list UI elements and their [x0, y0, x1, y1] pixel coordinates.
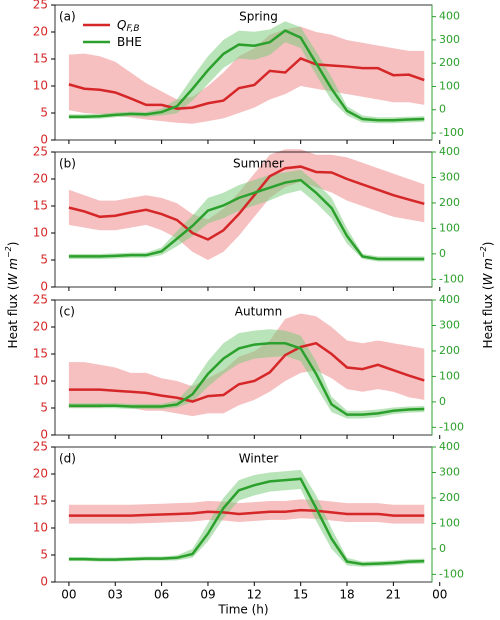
y-tick-label: 20	[33, 467, 48, 481]
y-tick-label: 15	[33, 494, 48, 508]
panel-label: (c)	[59, 305, 75, 319]
y2-tick-label: -100	[439, 126, 464, 139]
y2-tick-label: -100	[439, 420, 464, 433]
panel-label: (b)	[59, 157, 76, 171]
axis-label-part: Heat flux (	[481, 285, 495, 348]
axis-label-part: )	[481, 242, 495, 247]
y2-tick-label: 300	[439, 465, 460, 478]
band	[68, 169, 425, 262]
x-tick-label: 03	[108, 588, 123, 602]
y-tick-label: 5	[40, 253, 48, 267]
y2-tick-label: 0	[439, 542, 446, 555]
y2-tick-label: 400	[439, 293, 460, 306]
series-line	[68, 29, 425, 122]
x-axis-label: Time (h)	[217, 603, 268, 617]
y-tick-label: 10	[33, 521, 48, 535]
series-line	[68, 508, 425, 517]
axis-label-part: W m	[6, 258, 20, 285]
axis-label: Heat flux (W m−2)	[4, 242, 20, 349]
band	[68, 21, 425, 124]
legend-name-sub: F,B	[126, 24, 139, 34]
legend-label: QF,B	[117, 18, 140, 34]
y-tick-label: 5	[40, 401, 48, 415]
y-tick-label: 0	[40, 428, 48, 442]
legend-label: BHE	[117, 35, 142, 49]
y2-tick-label: 200	[439, 491, 460, 504]
axis-label-part: )	[6, 242, 20, 247]
y-tick-label: 0	[40, 133, 48, 147]
band	[68, 499, 425, 524]
axis-label-part: Heat flux (	[6, 285, 20, 348]
y2-tick-label: 400	[439, 145, 460, 158]
y-tick-label: 0	[40, 280, 48, 294]
y-tick-label: 10	[33, 226, 48, 240]
y-tick-label: 15	[33, 52, 48, 66]
y2-tick-label: 100	[439, 369, 460, 382]
band	[68, 26, 425, 124]
panel-title: Autumn	[235, 305, 282, 319]
y2-tick-label: 300	[439, 33, 460, 46]
y2-tick-label: 0	[439, 395, 446, 408]
y-tick-label: 10	[33, 79, 48, 93]
y-tick-label: 25	[33, 293, 48, 307]
x-tick-label: 09	[200, 588, 215, 602]
legend-name: Q	[117, 18, 126, 32]
series-line	[68, 342, 425, 416]
y2-tick-label: -100	[439, 272, 464, 285]
y-tick-label: 5	[40, 548, 48, 562]
legend-name: BHE	[117, 35, 142, 49]
x-tick-label: 06	[154, 588, 169, 602]
y-tick-label: 15	[33, 347, 48, 361]
axis-label-part: −2	[4, 246, 13, 258]
y2-tick-label: 200	[439, 196, 460, 209]
y-tick-label: 15	[33, 199, 48, 213]
y2-tick-label: 200	[439, 344, 460, 357]
y2-tick-label: 200	[439, 56, 460, 69]
y-tick-label: 25	[33, 0, 48, 12]
y-tick-label: 5	[40, 106, 48, 120]
y-tick-label: 25	[33, 145, 48, 159]
y-tick-label: 20	[33, 320, 48, 334]
band	[68, 313, 425, 417]
axis-label-part: W m	[481, 258, 495, 285]
x-tick-label: 00	[61, 588, 76, 602]
x-tick-label: 15	[293, 588, 308, 602]
y-tick-label: 25	[33, 440, 48, 454]
panel-title: Spring	[239, 10, 278, 24]
x-tick-label: 18	[339, 588, 354, 602]
panel-title: Winter	[239, 452, 279, 466]
axis-label: Heat flux (W m−2)	[479, 242, 495, 349]
series-line	[68, 178, 425, 261]
y-tick-label: 20	[33, 172, 48, 186]
y2-tick-label: -100	[439, 567, 464, 580]
y2-tick-label: 300	[439, 170, 460, 183]
y-tick-label: 0	[40, 575, 48, 589]
y2-tick-label: 0	[439, 103, 446, 116]
y2-tick-label: 400	[439, 440, 460, 453]
y2-tick-label: 300	[439, 318, 460, 331]
x-tick-label: 12	[247, 588, 262, 602]
series-line	[68, 57, 425, 110]
series-line	[68, 341, 425, 403]
x-tick-label: 00	[432, 588, 447, 602]
panel-label: (d)	[59, 452, 76, 466]
panel-title: Summer	[233, 157, 284, 171]
y-tick-label: 20	[33, 25, 48, 39]
y2-tick-label: 100	[439, 79, 460, 92]
panel-label: (a)	[59, 10, 76, 24]
y-tick-label: 10	[33, 374, 48, 388]
y2-tick-label: 100	[439, 516, 460, 529]
series-line	[68, 165, 425, 241]
axis-label-part: −2	[479, 246, 488, 258]
x-tick-label: 21	[386, 588, 401, 602]
series-line	[68, 477, 425, 566]
y2-tick-label: 0	[439, 247, 446, 260]
y2-tick-label: 100	[439, 221, 460, 234]
y2-tick-label: 400	[439, 10, 460, 23]
